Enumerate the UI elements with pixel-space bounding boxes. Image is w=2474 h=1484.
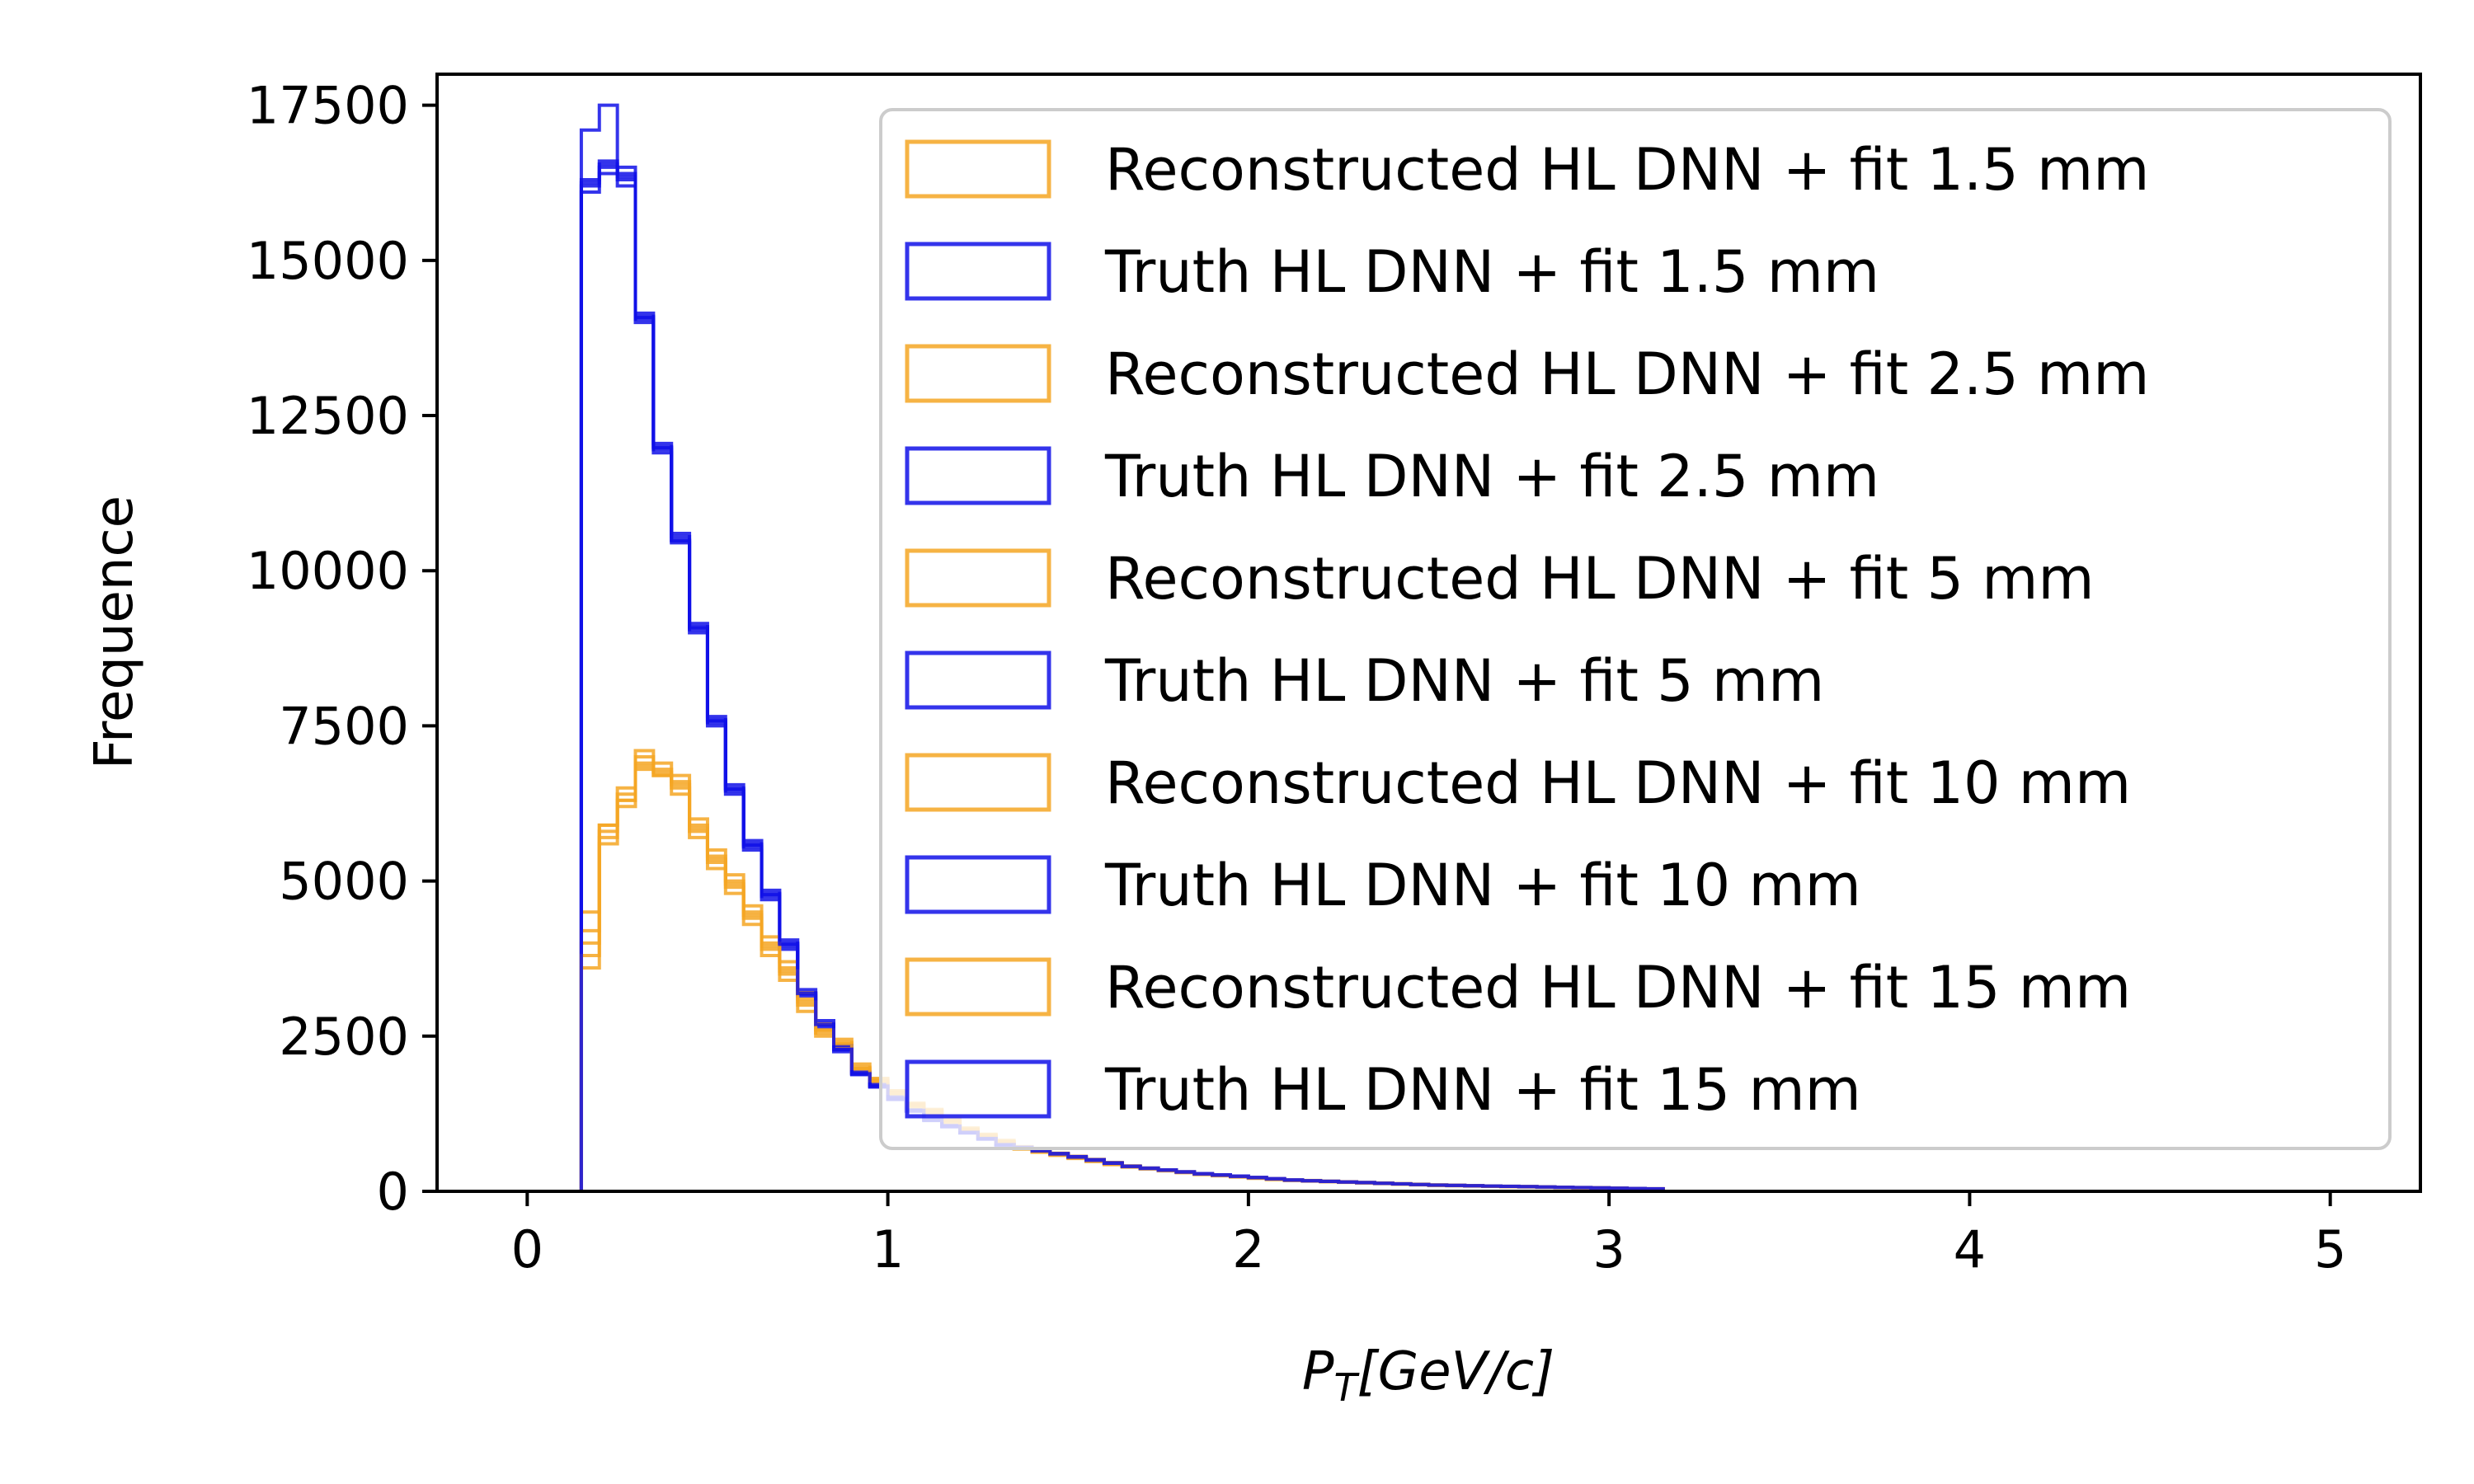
y-tick-label: 2500: [279, 1007, 409, 1067]
legend-label: Truth HL DNN + fit 1.5 mm: [1104, 238, 1879, 306]
legend-entry: Reconstructed HL DNN + fit 2.5 mm: [905, 340, 2149, 408]
legend-label: Truth HL DNN + fit 5 mm: [1104, 647, 1824, 715]
legend-swatch: [905, 753, 1051, 812]
x-tick-label: 5: [2314, 1219, 2346, 1280]
legend-swatch: [905, 855, 1051, 914]
x-tick-label: 3: [1592, 1219, 1625, 1280]
x-tick-label: 1: [872, 1219, 904, 1280]
legend-label: Reconstructed HL DNN + fit 1.5 mm: [1105, 136, 2149, 204]
y-tick-label: 12500: [247, 386, 409, 446]
legend-swatch: [905, 650, 1051, 710]
x-axis: 0 1 2 3 4 5: [511, 1191, 2346, 1280]
legend-entry: Reconstructed HL DNN + fit 10 mm: [905, 749, 2131, 817]
y-tick-label: 10000: [247, 541, 409, 601]
legend-label: Truth HL DNN + fit 15 mm: [1104, 1056, 1861, 1124]
legend-label: Reconstructed HL DNN + fit 5 mm: [1105, 545, 2095, 613]
x-tick-label: 2: [1232, 1219, 1264, 1280]
y-tick-label: 0: [377, 1162, 409, 1222]
legend-label: Reconstructed HL DNN + fit 15 mm: [1105, 954, 2131, 1021]
legend-swatch: [905, 242, 1051, 301]
y-tick-label: 17500: [247, 76, 409, 136]
x-axis-label-subscript: T: [1334, 1365, 1361, 1410]
legend-entries: Reconstructed HL DNN + fit 1.5 mm Truth H…: [905, 136, 2149, 1124]
x-axis-label: PT[GeV/c]: [1302, 1341, 1554, 1410]
legend-entry: Truth HL DNN + fit 2.5 mm: [905, 443, 1879, 510]
legend-label: Reconstructed HL DNN + fit 10 mm: [1105, 749, 2131, 817]
legend-label: Truth HL DNN + fit 10 mm: [1104, 852, 1861, 919]
legend-entry: Truth HL DNN + fit 5 mm: [905, 647, 1824, 715]
y-axis: 0 2500 5000 7500 10000 12500 15000 17500: [247, 76, 437, 1222]
legend-entry: Truth HL DNN + fit 10 mm: [905, 852, 1861, 919]
y-axis-label: Frequence: [84, 495, 145, 769]
legend-swatch: [905, 548, 1051, 608]
x-axis-label-main: P: [1302, 1341, 1334, 1402]
legend-entry: Reconstructed HL DNN + fit 15 mm: [905, 954, 2131, 1021]
x-tick-label: 4: [1954, 1219, 1986, 1280]
legend-label: Truth HL DNN + fit 2.5 mm: [1104, 443, 1879, 510]
plot-frame: [435, 73, 2422, 1193]
legend-entry: Reconstructed HL DNN + fit 5 mm: [905, 545, 2095, 613]
legend: Reconstructed HL DNN + fit 1.5 mm Truth H…: [879, 108, 2392, 1150]
histogram-step-outline: [579, 162, 1665, 1191]
legend-swatch: [905, 344, 1051, 403]
legend-box: [879, 108, 2392, 1150]
x-tick-label: 0: [511, 1219, 543, 1280]
legend-label: Reconstructed HL DNN + fit 2.5 mm: [1105, 340, 2149, 408]
legend-swatch: [905, 139, 1051, 199]
legend-entry: Truth HL DNN + fit 15 mm: [905, 1056, 1861, 1124]
legend-entry: Reconstructed HL DNN + fit 1.5 mm: [905, 136, 2149, 204]
y-tick-label: 7500: [279, 696, 409, 756]
x-axis-label-units: [GeV/c]: [1357, 1341, 1554, 1402]
legend-entry: Truth HL DNN + fit 1.5 mm: [905, 238, 1879, 306]
y-tick-label: 15000: [247, 231, 409, 291]
legend-swatch: [905, 1059, 1051, 1119]
y-tick-label: 5000: [279, 852, 409, 912]
legend-swatch: [905, 957, 1051, 1017]
legend-swatch: [905, 446, 1051, 505]
